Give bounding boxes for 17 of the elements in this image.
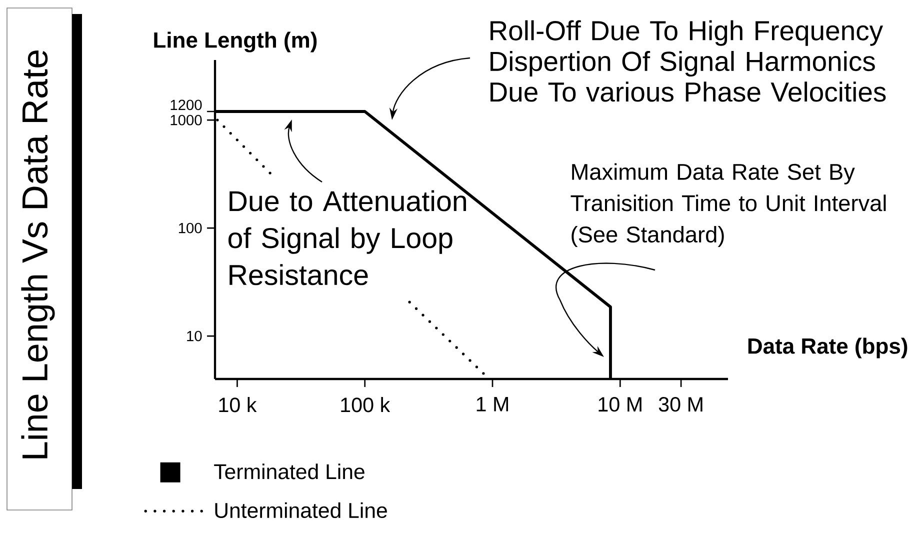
text: Line Length Vs Data Rate (21, 50, 55, 458)
annotation: Due to Attenuation of Signal by Loop Resistance (228, 190, 466, 286)
legend-label: Unterminated Line (215, 502, 387, 518)
x-tick-label: 10 M (598, 397, 642, 412)
y-tick-label: 1200 (170, 100, 202, 110)
legend-label: Terminated Line (214, 464, 364, 480)
x-tick-label: 10 k (219, 397, 257, 412)
x-tick-label: 100 k (341, 397, 390, 412)
y-tick-label: 10 (187, 330, 202, 342)
y-axis-title: Line Length (m) (154, 32, 317, 52)
annotation: Maximum Data Rate Set By Tranisition Time to Unit Interval (See Standard) (570, 163, 886, 248)
annotation: Roll-Off Due To High Frequency Dispertion Of Signal Harmonics Due To various Phase Velocities (490, 20, 886, 102)
x-tick-label: 1 M (476, 397, 508, 412)
y-tick-label: 100 (178, 222, 202, 234)
x-tick-label: 30 M (658, 397, 702, 412)
y-tick-label: 1000 (170, 114, 202, 126)
x-axis-title: Data Rate (bps) (748, 338, 908, 358)
